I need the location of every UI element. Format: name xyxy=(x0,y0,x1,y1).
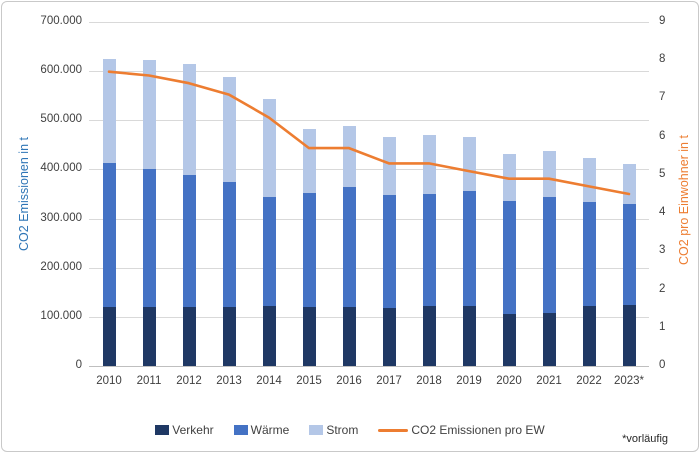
right-tick-label: 7 xyxy=(659,91,666,104)
left-tick-label: 400.000 xyxy=(40,162,82,175)
bar-segment-w-rme xyxy=(222,181,236,307)
bar-segment-strom xyxy=(142,60,156,170)
right-tick-label: 0 xyxy=(659,359,666,371)
bar-segment-strom xyxy=(542,150,556,197)
bar-segment-verkehr xyxy=(302,307,316,366)
bar-segment-w-rme xyxy=(302,192,316,308)
right-tick-label: 2 xyxy=(659,282,666,295)
bar-segment-verkehr xyxy=(502,314,516,366)
plot-area xyxy=(89,22,649,367)
right-tick-label: 6 xyxy=(659,129,666,142)
bar-segment-w-rme xyxy=(582,202,596,306)
legend-line-marker xyxy=(378,428,409,432)
right-tick-label: 3 xyxy=(659,244,666,257)
bar-segment-verkehr xyxy=(422,306,436,366)
x-tick-label: 2023* xyxy=(613,375,645,387)
right-tick-label: 5 xyxy=(659,167,666,180)
bar-segment-strom xyxy=(222,77,236,182)
x-tick-label: 2011 xyxy=(136,375,162,387)
legend-color-swatch xyxy=(155,425,170,435)
bar-segment-verkehr xyxy=(262,305,276,366)
x-tick-label: 2021 xyxy=(536,375,562,387)
right-tick-label: 9 xyxy=(659,15,666,27)
bar-segment-strom xyxy=(342,126,356,187)
legend-item-verkehr: Verkehr xyxy=(155,423,214,437)
x-tick-label: 2013 xyxy=(216,375,242,387)
legend-item-w-rme: Wärme xyxy=(233,423,290,437)
gridline xyxy=(89,22,649,23)
bar-segment-verkehr xyxy=(342,307,356,366)
x-tick-label: 2010 xyxy=(96,375,122,387)
bar-segment-w-rme xyxy=(382,195,396,308)
bar-segment-verkehr xyxy=(542,313,556,366)
bar-segment-strom xyxy=(382,136,396,196)
bar-segment-w-rme xyxy=(422,194,436,307)
bar-segment-w-rme xyxy=(542,196,556,314)
bar-segment-w-rme xyxy=(622,203,636,306)
gridline xyxy=(89,316,649,318)
bar-segment-verkehr xyxy=(622,305,636,366)
x-tick-label: 2022 xyxy=(576,375,602,387)
bar-segment-w-rme xyxy=(142,169,156,307)
bar-segment-w-rme xyxy=(102,162,116,308)
chart-legend: Verkehr Wärme Strom CO2 Emissionen pro EW xyxy=(2,423,698,437)
legend-label: Wärme xyxy=(250,423,290,437)
bar-segment-w-rme xyxy=(182,174,196,308)
x-tick-label: 2016 xyxy=(336,375,362,387)
gridline xyxy=(89,120,649,122)
legend-label: Strom xyxy=(326,423,359,437)
gridline xyxy=(89,267,649,269)
left-axis-title: CO2 Emissionen in t xyxy=(17,137,31,251)
legend-label: Verkehr xyxy=(172,423,214,437)
gridline xyxy=(89,169,649,171)
x-tick-label: 2018 xyxy=(416,375,442,387)
co2-per-capita-line xyxy=(107,70,631,196)
bar-segment-strom xyxy=(262,98,276,197)
bar-segment-strom xyxy=(582,158,596,203)
x-tick-label: 2019 xyxy=(456,375,482,387)
bar-segment-verkehr xyxy=(582,305,596,366)
x-axis-line xyxy=(89,366,649,367)
left-tick-label: 700.000 xyxy=(40,15,82,27)
left-tick-label: 600.000 xyxy=(40,64,82,77)
bar-segment-verkehr xyxy=(462,305,476,366)
bar-segment-strom xyxy=(182,63,196,175)
right-tick-label: 4 xyxy=(659,206,666,219)
bar-segment-strom xyxy=(102,59,116,163)
legend-color-swatch xyxy=(309,425,324,435)
legend-item-strom: Strom xyxy=(309,423,358,437)
bar-segment-w-rme xyxy=(342,186,356,308)
x-tick-label: 2017 xyxy=(376,375,402,387)
legend-label: CO2 Emissionen pro EW xyxy=(411,423,545,437)
x-tick-label: 2012 xyxy=(176,375,202,387)
bar-segment-w-rme xyxy=(262,196,276,306)
bar-segment-verkehr xyxy=(182,307,196,366)
left-tick-label: 500.000 xyxy=(40,113,82,126)
right-tick-label: 1 xyxy=(659,320,666,333)
x-tick-label: 2015 xyxy=(296,375,322,387)
right-tick-label: 8 xyxy=(659,53,666,66)
bar-segment-verkehr xyxy=(382,308,396,366)
bar-segment-verkehr xyxy=(102,307,116,366)
left-tick-label: 0 xyxy=(75,359,82,371)
gridline xyxy=(89,71,649,73)
legend-color-swatch xyxy=(233,425,248,435)
gridline xyxy=(89,218,649,220)
bar-segment-strom xyxy=(462,136,476,192)
bar-segment-w-rme xyxy=(502,200,516,315)
bar-segment-verkehr xyxy=(142,306,156,366)
legend-item-co2-emissionen-pro-ew: CO2 Emissionen pro EW xyxy=(378,423,545,437)
footnote-vorlaeufig: *vorläufig xyxy=(622,433,668,445)
bar-segment-verkehr xyxy=(222,306,236,366)
bar-segment-w-rme xyxy=(462,191,476,306)
x-tick-label: 2020 xyxy=(496,375,522,387)
left-tick-label: 200.000 xyxy=(40,260,82,273)
left-tick-label: 100.000 xyxy=(40,309,82,322)
x-tick-label: 2014 xyxy=(256,375,282,387)
left-tick-label: 300.000 xyxy=(40,211,82,224)
